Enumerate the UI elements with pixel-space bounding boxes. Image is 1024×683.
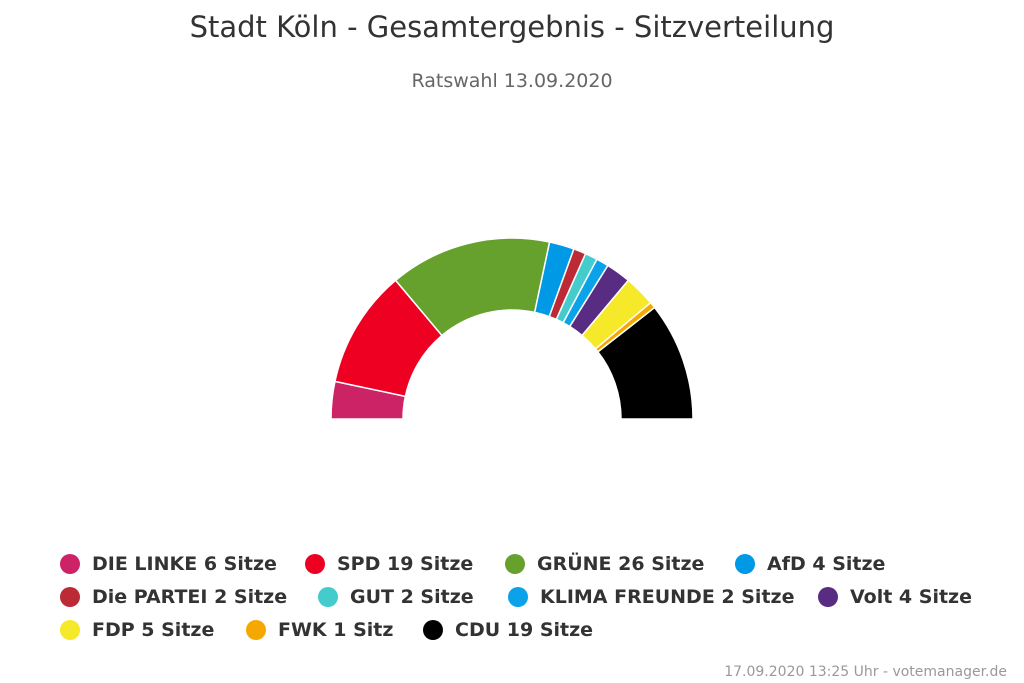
legend-label: Die PARTEI 2 Sitze [92, 586, 288, 608]
legend-swatch [508, 587, 528, 607]
legend-label: KLIMA FREUNDE 2 Sitze [540, 586, 795, 608]
chart-subtitle: Ratswahl 13.09.2020 [411, 70, 613, 92]
legend-item-fdp[interactable]: FDP 5 Sitze [60, 617, 214, 643]
legend-label: GRÜNE 26 Sitze [537, 553, 705, 575]
legend-swatch [735, 554, 755, 574]
legend-swatch [60, 554, 80, 574]
legend-label: FWK 1 Sitz [278, 619, 394, 641]
legend-item-die-linke[interactable]: DIE LINKE 6 Sitze [60, 551, 277, 577]
legend-item-cdu[interactable]: CDU 19 Sitze [423, 617, 593, 643]
legend-label: AfD 4 Sitze [767, 553, 886, 575]
legend-label: SPD 19 Sitze [337, 553, 474, 575]
legend-swatch [305, 554, 325, 574]
legend-swatch [60, 620, 80, 640]
legend-swatch [60, 587, 80, 607]
legend-label: FDP 5 Sitze [92, 619, 215, 641]
legend-item-afd[interactable]: AfD 4 Sitze [735, 551, 885, 577]
legend-label: CDU 19 Sitze [455, 619, 594, 641]
chart-title: Stadt Köln - Gesamtergebnis - Sitzvertei… [189, 10, 835, 44]
legend-swatch [246, 620, 266, 640]
legend-item-klima-freunde[interactable]: KLIMA FREUNDE 2 Sitze [508, 584, 794, 610]
chart-slices [330, 237, 694, 420]
credits-link[interactable]: 17.09.2020 13:25 Uhr - votemanager.de [724, 664, 1007, 680]
legend-swatch [423, 620, 443, 640]
legend-swatch [505, 554, 525, 574]
legend-item-volt[interactable]: Volt 4 Sitze [818, 584, 972, 610]
legend-label: GUT 2 Sitze [350, 586, 474, 608]
legend-label: DIE LINKE 6 Sitze [92, 553, 277, 575]
legend-item-grüne[interactable]: GRÜNE 26 Sitze [505, 551, 704, 577]
slice-cdu[interactable] [597, 306, 694, 420]
legend-swatch [318, 587, 338, 607]
legend-item-fwk[interactable]: FWK 1 Sitz [246, 617, 393, 643]
legend-swatch [818, 587, 838, 607]
legend-item-die-partei[interactable]: Die PARTEI 2 Sitze [60, 584, 287, 610]
legend-item-spd[interactable]: SPD 19 Sitze [305, 551, 473, 577]
legend-label: Volt 4 Sitze [850, 586, 972, 608]
legend-item-gut[interactable]: GUT 2 Sitze [318, 584, 474, 610]
